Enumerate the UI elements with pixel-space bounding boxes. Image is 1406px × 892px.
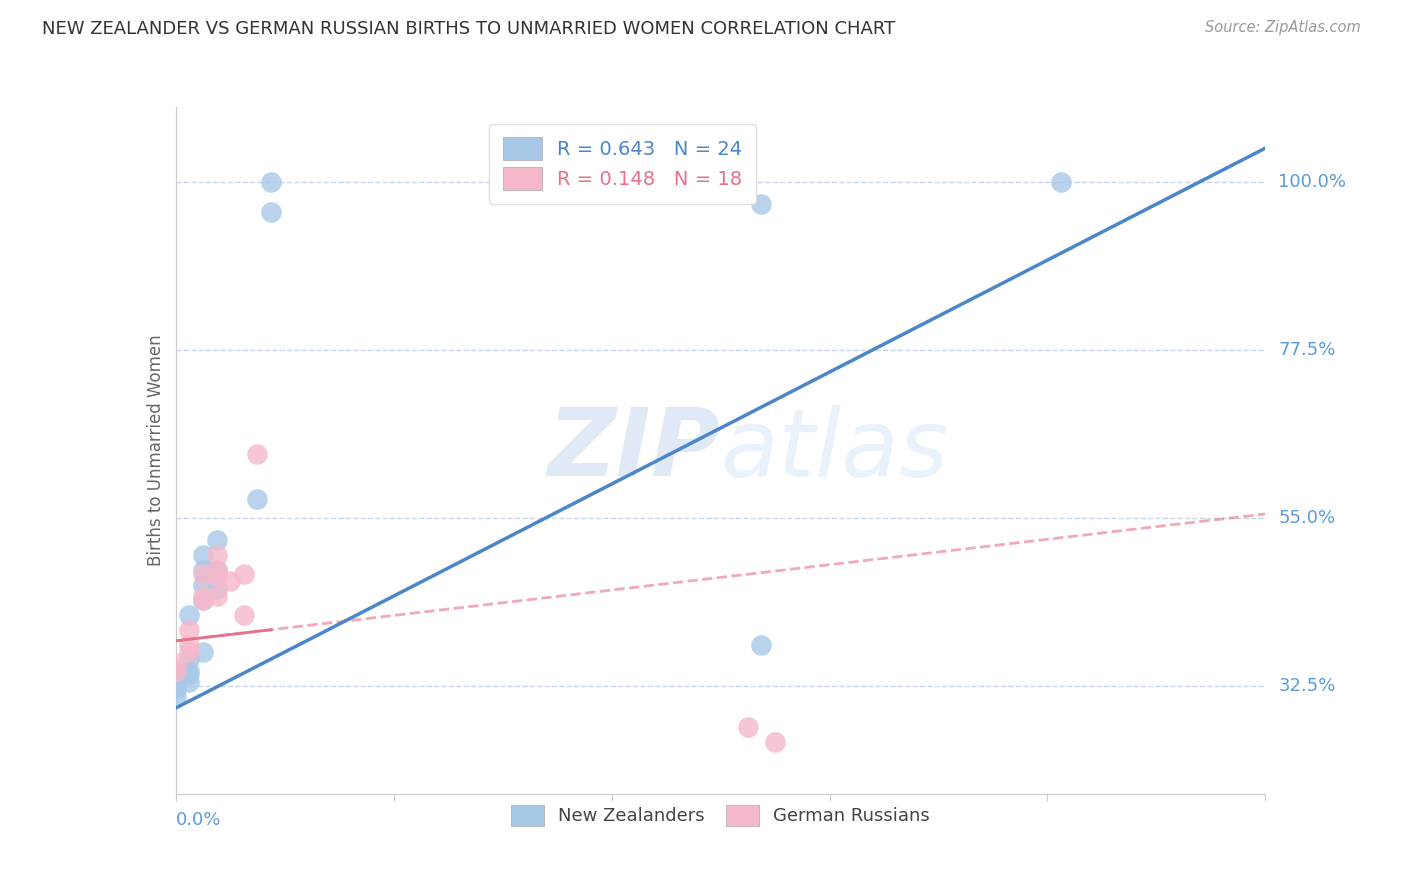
Point	[179, 607, 201, 622]
Point	[1050, 175, 1073, 189]
Point	[191, 566, 214, 581]
Point	[179, 652, 201, 666]
Point	[191, 563, 214, 577]
Point	[205, 589, 228, 603]
Text: ZIP: ZIP	[548, 404, 721, 497]
Point	[205, 563, 228, 577]
Point	[763, 734, 786, 748]
Point	[165, 690, 187, 704]
Point	[179, 645, 201, 659]
Point	[165, 657, 187, 671]
Point	[165, 682, 187, 697]
Y-axis label: Births to Unmarried Women: Births to Unmarried Women	[146, 334, 165, 566]
Text: atlas: atlas	[721, 405, 949, 496]
Point	[246, 491, 269, 506]
Text: 77.5%: 77.5%	[1278, 341, 1336, 359]
Point	[751, 638, 773, 652]
Text: 55.0%: 55.0%	[1278, 508, 1336, 526]
Text: 32.5%: 32.5%	[1278, 677, 1336, 695]
Point	[191, 645, 214, 659]
Point	[260, 175, 283, 189]
Point	[232, 566, 254, 581]
Point	[191, 589, 214, 603]
Point	[165, 671, 187, 685]
Legend: New Zealanders, German Russians: New Zealanders, German Russians	[501, 794, 941, 837]
Text: NEW ZEALANDER VS GERMAN RUSSIAN BIRTHS TO UNMARRIED WOMEN CORRELATION CHART: NEW ZEALANDER VS GERMAN RUSSIAN BIRTHS T…	[42, 20, 896, 37]
Point	[191, 592, 214, 607]
Point	[179, 623, 201, 637]
Point	[751, 197, 773, 211]
Text: Source: ZipAtlas.com: Source: ZipAtlas.com	[1205, 20, 1361, 35]
Point	[165, 667, 187, 681]
Point	[179, 664, 201, 678]
Point	[205, 563, 228, 577]
Point	[205, 533, 228, 547]
Text: 0.0%: 0.0%	[176, 811, 221, 829]
Point	[737, 720, 759, 734]
Point	[165, 664, 187, 678]
Point	[205, 570, 228, 584]
Point	[191, 578, 214, 592]
Point	[232, 607, 254, 622]
Point	[165, 679, 187, 693]
Point	[179, 667, 201, 681]
Point	[205, 548, 228, 562]
Text: 100.0%: 100.0%	[1278, 173, 1347, 191]
Point	[179, 638, 201, 652]
Point	[191, 592, 214, 607]
Point	[260, 204, 283, 219]
Point	[191, 548, 214, 562]
Point	[179, 674, 201, 689]
Point	[246, 447, 269, 461]
Point	[205, 582, 228, 596]
Point	[219, 574, 242, 588]
